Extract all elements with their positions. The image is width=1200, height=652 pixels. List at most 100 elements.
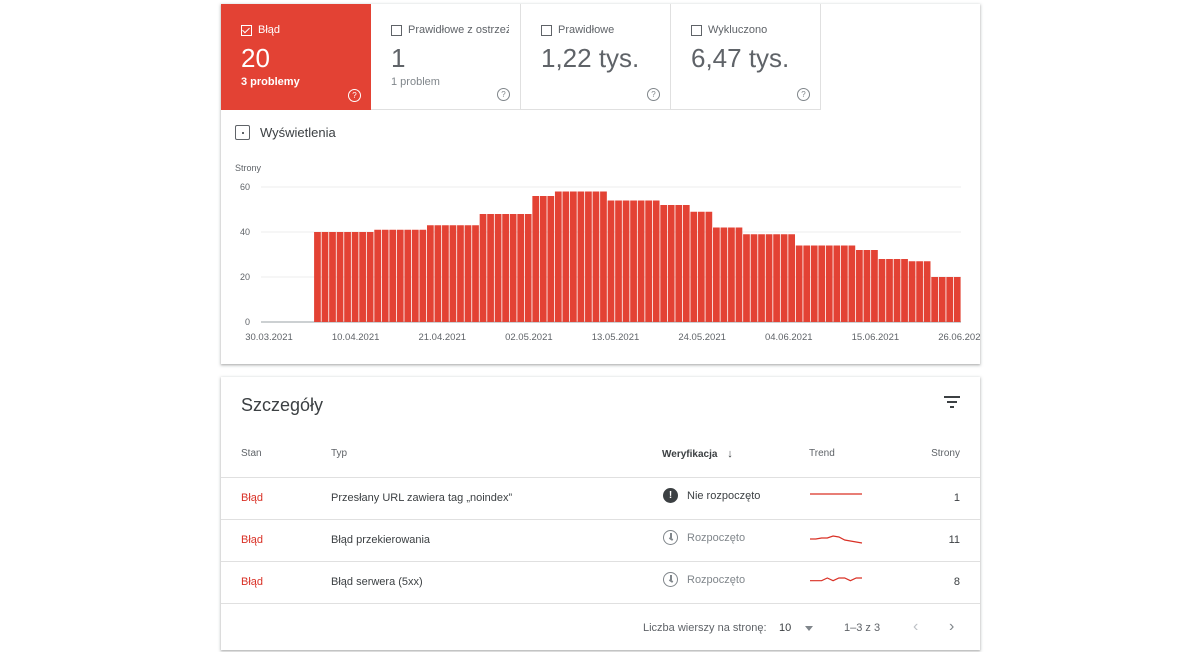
rows-per-page-select[interactable]: 10 [779,622,792,634]
chart-bar [509,214,517,322]
x-tick-label: 15.06.2021 [852,332,900,343]
chart-bar [953,277,961,322]
details-title: Szczegóły [241,395,324,415]
tile-sub: 3 problemy [241,76,300,88]
help-icon[interactable]: ? [348,89,361,102]
details-card: Szczegóły Stan Typ Weryfikacja ↓ Trend S… [221,377,980,650]
warning-icon: ! [663,488,678,503]
chart-bar [645,200,652,322]
tick-labels: 30.03.2021 10.04.2021 21.04.2021 02.05.2021… [245,332,980,343]
tile-value: 1,22 tys. [541,43,640,73]
chart-bar [637,200,645,322]
chart-bar [321,232,329,322]
help-icon[interactable]: ? [797,88,810,101]
column-header-strony[interactable]: Strony [931,448,960,459]
status-cell: Błąd [241,492,264,504]
chart-bar [472,225,479,322]
chart-bar [840,245,848,322]
tile-value: 20 [241,43,270,73]
x-tick-label: 30.03.2021 [245,332,293,343]
x-tick-label: 10.04.2021 [332,332,380,343]
checkbox-icon[interactable] [691,24,702,36]
validation-cell: Rozpoczęto [663,572,745,587]
pages-bar-chart: Strony 0 20 40 60 30.03.2021 10.04.2021 21.04… [235,163,980,343]
chart-bar [682,205,690,322]
tile-label: Błąd [258,24,281,36]
chart-bar [600,191,607,322]
chart-bar [344,232,351,322]
table-row[interactable]: Błąd Błąd serwera (5xx) Rozpoczęto 8 [221,561,980,604]
tile-excluded[interactable]: Wykluczono 6,47 tys. ? [671,4,821,110]
chart-bar [833,245,841,322]
pages-cell: 8 [953,576,960,588]
checkbox-checked-icon[interactable] [241,24,252,36]
column-header-trend[interactable]: Trend [809,448,835,459]
sort-arrow-down-icon[interactable]: ↓ [727,448,733,460]
tile-value: 1 [391,43,406,73]
coverage-summary-card: Błąd 20 3 problemy ? Prawidłowe z ostrze… [221,4,980,364]
clock-icon [663,572,678,587]
tile-valid-with-warnings[interactable]: Prawidłowe z ostrzeżeniami 1 1 problem ? [371,4,521,110]
help-icon[interactable]: ? [497,88,510,101]
chart-bar [675,205,683,322]
chart-bar [562,191,570,322]
chart-bar [585,191,592,322]
chart-bar [878,259,886,322]
checkbox-icon[interactable] [541,24,552,36]
y-tick-label: 0 [245,317,250,327]
chart-bar [713,227,720,322]
chart-bar [464,225,472,322]
chart-bar [773,234,780,322]
column-header-label: Weryfikacja [662,449,718,460]
chart-bar [810,245,818,322]
chevron-left-icon[interactable]: ‹ [913,618,919,635]
rows-per-page-label: Liczba wierszy na stronę: [643,622,767,634]
chart-bar [329,232,336,322]
chart-bar [457,225,464,322]
chart-bar [871,250,878,322]
chart-bar [411,229,419,322]
chart-bar [389,229,397,322]
chart-bar [502,214,509,322]
chart-bar [931,277,939,322]
chart-bar [532,196,540,322]
trend-sparkline [810,493,862,495]
chart-bar [539,196,547,322]
chevron-right-icon[interactable]: › [949,618,955,635]
column-header-weryfikacja[interactable]: Weryfikacja ↓ [662,448,733,460]
checkbox-icon[interactable] [235,125,250,140]
validation-text: Rozpoczęto [687,531,746,544]
table-row[interactable]: Błąd Błąd przekierowania Rozpoczęto 11 [221,519,980,562]
column-header-stan[interactable]: Stan [241,448,262,459]
impressions-toggle[interactable]: Wyświetlenia [235,125,336,140]
filter-icon[interactable] [944,396,960,408]
chart-bar [494,214,502,322]
y-tick-label: 20 [240,272,250,282]
tile-label: Prawidłowe z ostrzeżeniami [408,24,509,36]
chart-bar [547,196,555,322]
chart-bar [660,205,668,322]
chart-bar [901,259,908,322]
chart-bar [404,229,412,322]
chart-bar [690,211,698,322]
chart-bar [720,227,728,322]
dropdown-caret-icon[interactable] [805,626,813,631]
chart-bar [652,200,660,322]
pages-cell: 1 [953,492,960,504]
validation-text: Rozpoczęto [687,573,746,586]
tile-error[interactable]: Błąd 20 3 problemy ? [221,4,371,110]
chart-bar [765,234,773,322]
trend-line [810,535,863,544]
tile-valid[interactable]: Prawidłowe 1,22 tys. ? [521,4,671,110]
checkbox-icon[interactable] [391,24,402,36]
tile-value: 6,47 tys. [691,43,790,73]
type-cell: Błąd serwera (5xx) [331,576,423,588]
chart-bar [780,234,788,322]
chart-bar [449,225,457,322]
help-icon[interactable]: ? [647,88,660,101]
column-header-typ[interactable]: Typ [331,448,348,459]
pages-cell: 11 [948,534,960,546]
table-row[interactable]: Błąd Przesłany URL zawiera tag „noindex”… [221,477,980,520]
chart-bar [856,250,863,322]
validation-text: Nie rozpoczęto [687,489,761,502]
